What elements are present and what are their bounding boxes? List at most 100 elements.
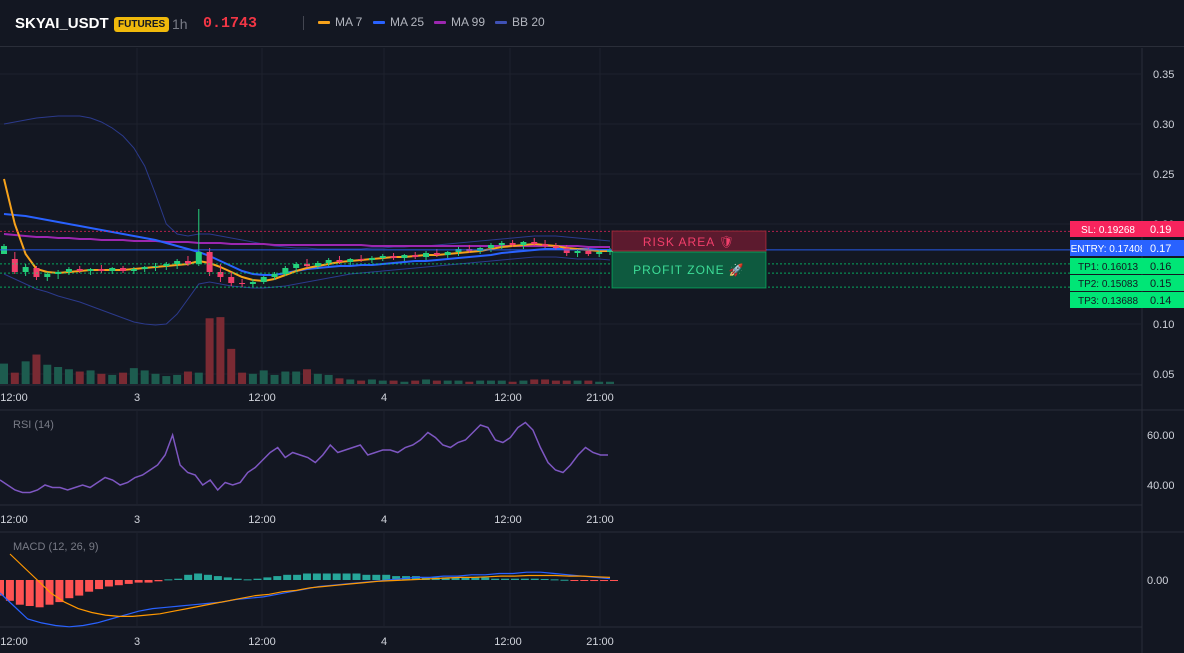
macd-hist-bar: [104, 580, 113, 587]
macd-hist-bar: [451, 577, 460, 580]
macd-hist-bar: [372, 574, 381, 580]
candle-body: [444, 252, 451, 255]
rsi-tick-label: 60.00: [1147, 430, 1175, 442]
macd-hist-bar: [95, 580, 104, 590]
candle-body: [184, 261, 191, 264]
volume-bar: [324, 374, 333, 384]
volume-bar: [43, 364, 52, 384]
timeframe-label[interactable]: 1h: [172, 16, 188, 32]
last-price: 0.1743: [203, 15, 258, 32]
macd-hist-bar: [85, 580, 94, 592]
volume-bar: [75, 371, 84, 384]
level-tag-label-0: SL: 0.19268: [1081, 225, 1135, 236]
volume-bar: [562, 380, 571, 384]
macd-hist-bar: [322, 573, 331, 580]
bb-upper-line: [3, 115, 611, 250]
bb-lower-line: [3, 256, 611, 326]
ma7-swatch-icon: [318, 21, 330, 25]
volume-bar: [313, 373, 322, 384]
volume-bar: [151, 373, 160, 384]
volume-bar: [238, 372, 247, 384]
candle-body: [542, 244, 549, 246]
candle-body: [195, 252, 202, 264]
macd-hist-bar: [293, 574, 302, 580]
candle-body: [574, 251, 581, 253]
volume-bar: [86, 370, 95, 384]
volume-bar: [541, 379, 550, 384]
candle-body: [585, 251, 592, 254]
chart-header: SKYAI_USDT FUTURES 1h 0.1743 MA 7 MA 25 …: [0, 0, 1184, 47]
legend-bb20-label: BB 20: [512, 15, 545, 29]
level-axis-tag-3: [1142, 275, 1184, 291]
candle-body: [239, 283, 246, 284]
candle-body: [293, 264, 300, 268]
time-tick-label: 21:00: [586, 392, 614, 404]
level-axis-label-0: 0.19: [1150, 224, 1171, 236]
macd-pane: MACD (12, 26, 9): [0, 541, 618, 628]
bollinger-bands: [3, 115, 611, 326]
grid-lines: [0, 48, 1142, 627]
macd-hist-bar: [273, 576, 282, 580]
macd-hist-bar: [55, 580, 64, 603]
candle-body: [44, 274, 51, 277]
level-tag-0: [1070, 221, 1146, 237]
candle-body: [163, 264, 170, 266]
level-tag-3: [1070, 275, 1146, 291]
candle-body: [607, 250, 613, 252]
volume-bar: [584, 380, 593, 384]
volume-bar: [508, 381, 517, 384]
macd-hist-bar: [184, 574, 193, 580]
level-tag-label-4: TP3: 0.13688: [1078, 296, 1138, 307]
volume-bar: [21, 361, 30, 384]
macd-title: MACD (12, 26, 9): [13, 541, 99, 553]
candle-body: [141, 267, 148, 269]
macd-hist-bar: [560, 579, 569, 581]
legend-ma99-label: MA 99: [451, 15, 486, 29]
rsi-pane: RSI (14): [0, 419, 608, 494]
ma25-swatch-icon: [373, 21, 385, 25]
volume-bar: [367, 379, 376, 384]
candle-body: [552, 246, 559, 248]
volume-bars: [0, 317, 614, 384]
macd-hist-bar: [411, 576, 420, 580]
rsi-tick-label: 40.00: [1147, 480, 1175, 492]
legend-ma25-label: MA 25: [390, 15, 425, 29]
volume-bar: [54, 367, 63, 384]
macd-hist-bar: [203, 574, 212, 580]
legend-ma25[interactable]: MA 25: [373, 15, 424, 29]
macd-hist-bar: [223, 577, 232, 580]
legend-bb20[interactable]: BB 20: [495, 15, 545, 29]
candle-body: [174, 261, 181, 264]
volume-bar: [335, 378, 344, 384]
time-tick-label: 12:00: [0, 392, 28, 404]
level-tag-label-3: TP2: 0.15083: [1078, 279, 1138, 290]
candle-body: [379, 256, 386, 258]
macd-hist-bar: [501, 578, 510, 580]
symbol-name[interactable]: SKYAI_USDT: [15, 15, 109, 32]
rsi-title: RSI (14): [13, 419, 54, 431]
candle-body: [314, 263, 321, 266]
candle-body: [206, 252, 213, 272]
price-tick-label: 0.35: [1153, 69, 1174, 81]
volume-bar: [432, 380, 441, 384]
bb20-swatch-icon: [495, 21, 507, 25]
volume-bar: [454, 380, 463, 384]
legend-ma7[interactable]: MA 7: [318, 15, 362, 29]
macd-hist-bar: [461, 577, 470, 580]
macd-hist-bar: [174, 578, 183, 580]
volume-bar: [216, 317, 225, 384]
time-tick-label: 4: [381, 392, 387, 404]
legend-ma99[interactable]: MA 99: [434, 15, 485, 29]
time-tick-label: 21:00: [586, 514, 614, 526]
level-axis-label-3: 0.15: [1150, 278, 1171, 290]
macd-hist-bar: [441, 577, 450, 580]
level-tag-label-2: TP1: 0.16013: [1078, 262, 1138, 273]
profit-zone-label: PROFIT ZONE 🚀: [633, 263, 745, 277]
macd-hist-bar: [263, 577, 272, 580]
volume-bar: [346, 379, 355, 384]
candle-body: [76, 269, 83, 271]
volume-bar: [573, 380, 582, 384]
time-tick-label: 12:00: [0, 514, 28, 526]
volume-bar: [248, 373, 257, 384]
